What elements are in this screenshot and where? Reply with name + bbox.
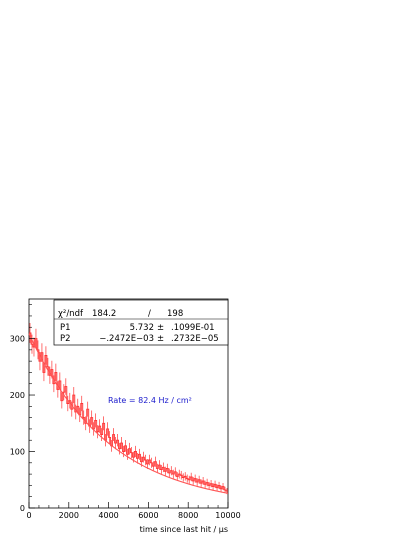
- param-p2-name: P2: [60, 334, 71, 344]
- stats-box: χ²/ndf 184.2 / 198 P1 5.732 ± .1099E-01 …: [53, 299, 229, 346]
- y-tick-label: 300: [10, 335, 25, 344]
- x-tick-label: 4000: [98, 511, 118, 520]
- param-p1-error: .1099E-01: [171, 323, 215, 333]
- x-tick-label: 10000: [215, 511, 240, 520]
- rate-annotation: Rate = 82.4 Hz / cm²: [108, 396, 192, 405]
- y-tick-label: 0: [20, 504, 25, 513]
- ndf-value: 198: [167, 309, 183, 319]
- chi2-separator: /: [148, 309, 151, 319]
- fit-line: [28, 333, 229, 494]
- y-tick-label: 200: [10, 391, 25, 400]
- fit-layer: [28, 333, 229, 494]
- stats-box-frame: [53, 299, 229, 346]
- chi2-label: χ²/ndf: [58, 309, 84, 319]
- x-tick-label: 8000: [178, 511, 198, 520]
- axis-layer: 0 2000 4000 6000 8000 10000 0 100 200 300: [10, 304, 241, 520]
- param-p1-name: P1: [60, 323, 71, 333]
- y-tick-label: 100: [10, 448, 25, 457]
- histogram-layer: [29, 322, 228, 495]
- x-tick-label: 2000: [59, 511, 79, 520]
- x-tick-label: 6000: [138, 511, 158, 520]
- x-tick-label: 0: [26, 511, 31, 520]
- param-p2-value: −.2472E−03: [99, 334, 154, 344]
- param-p2-pm: ±: [157, 334, 164, 344]
- param-p1-pm: ±: [157, 323, 164, 333]
- param-p2-error: .2732E−05: [171, 334, 219, 344]
- chi2-value: 184.2: [92, 309, 116, 319]
- histogram-line: [29, 332, 228, 492]
- param-p1-value: 5.732: [130, 323, 154, 333]
- x-axis-label: time since last hit / µs: [140, 525, 228, 534]
